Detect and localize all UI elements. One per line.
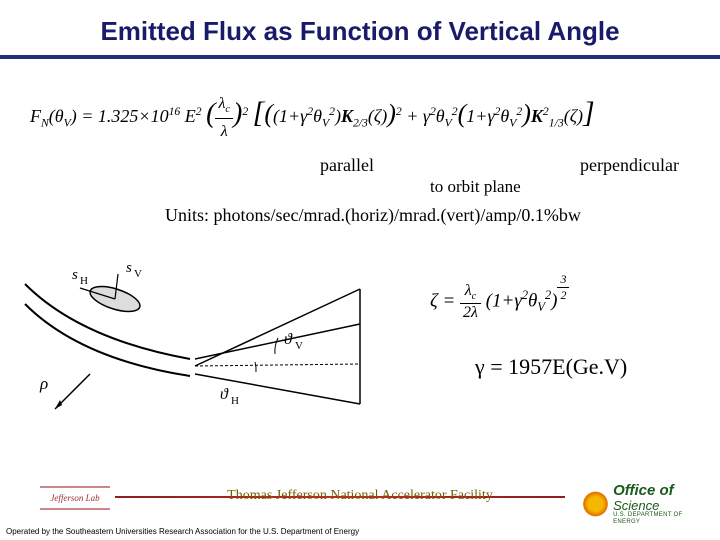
science-label: Science: [613, 499, 702, 513]
title-underline: [0, 55, 720, 59]
doe-logo: Office of Science U.S. DEPARTMENT OF ENE…: [582, 486, 702, 522]
svg-text:s: s: [126, 260, 132, 276]
svg-text:ϑ: ϑ: [284, 331, 293, 348]
slide-title: Emitted Flux as Function of Vertical Ang…: [0, 0, 720, 55]
svg-text:V: V: [295, 340, 303, 352]
footer: Jefferson Lab Thomas Jefferson National …: [0, 478, 720, 540]
sun-icon: [582, 489, 609, 519]
beam-diagram: sH sV ρ ϑH ϑV: [20, 244, 390, 414]
main-equation: FN(θV) = 1.325×1016 E2 (λcλ)2 [((1+γ2θV2…: [0, 79, 720, 155]
gamma-equation: γ = 1957E(Ge.V): [475, 354, 627, 380]
svg-text:ϑ: ϑ: [220, 386, 229, 403]
svg-text:V: V: [134, 268, 142, 280]
doe-label: U.S. DEPARTMENT OF ENERGY: [613, 512, 702, 525]
E-exp: 2: [196, 105, 202, 118]
diagram-area: sH sV ρ ϑH ϑV ζ = λc2λ (1+γ2θV2)32 γ = 1…: [0, 244, 720, 414]
k1-sub: 2/3: [353, 117, 368, 130]
office-label: Office of: [613, 483, 702, 499]
footer-subtitle: Operated by the Southeastern Universitie…: [6, 527, 359, 536]
svg-text:s: s: [72, 267, 78, 283]
svg-text:H: H: [231, 395, 239, 407]
zeta-equation: ζ = λc2λ (1+γ2θV2)32: [430, 272, 569, 322]
coeff: 1.325×10: [98, 106, 169, 126]
units-line: Units: photons/sec/mrad.(horiz)/mrad.(ve…: [0, 199, 720, 238]
label-orbit-plane: to orbit plane: [430, 177, 521, 197]
svg-text:ρ: ρ: [39, 374, 48, 393]
label-perpendicular: perpendicular: [580, 155, 679, 176]
coeff-exp: 16: [169, 105, 181, 118]
annotation-row: parallel perpendicular to orbit plane: [0, 155, 720, 199]
k2-sub: 1/3: [549, 117, 564, 130]
label-parallel: parallel: [320, 155, 374, 176]
svg-text:H: H: [80, 275, 88, 287]
